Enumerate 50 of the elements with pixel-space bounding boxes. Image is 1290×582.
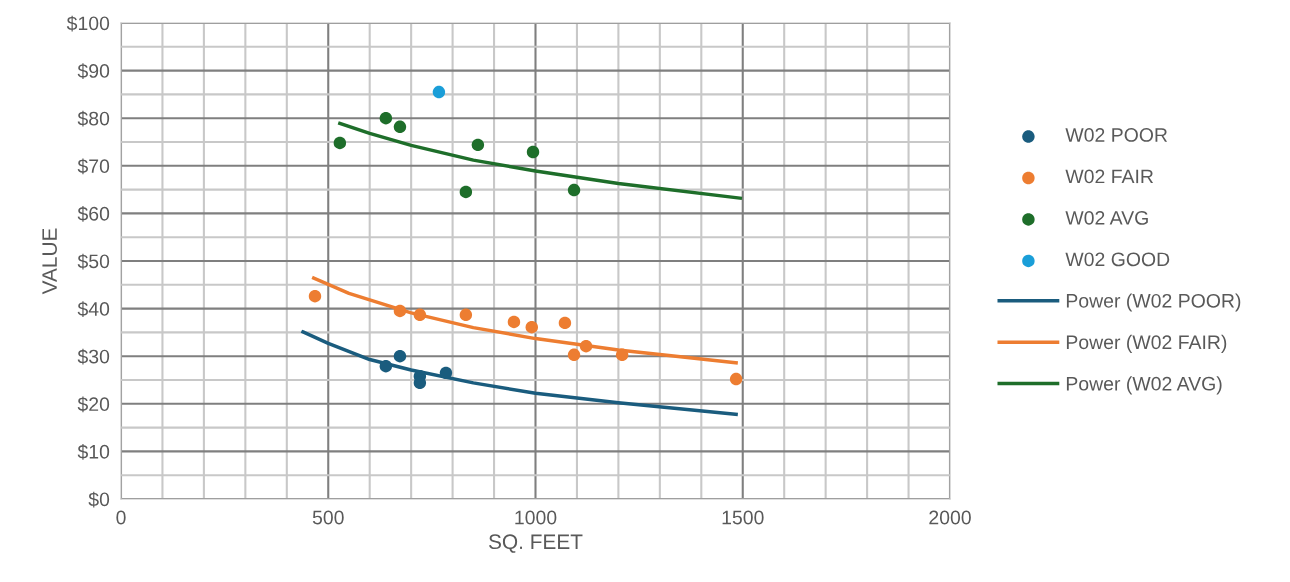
point bbox=[507, 315, 521, 329]
x-tick-label: 2000 bbox=[929, 510, 971, 525]
point bbox=[567, 183, 581, 197]
line-series bbox=[301, 330, 738, 417]
point bbox=[558, 316, 572, 330]
y-axis-title: VALUE bbox=[42, 228, 57, 295]
point bbox=[615, 348, 629, 361]
legend-label: Power (W02 FAIR) bbox=[1066, 334, 1227, 353]
y-tick-label: $90 bbox=[77, 63, 110, 79]
point bbox=[379, 359, 393, 373]
point bbox=[459, 308, 473, 321]
x-tick-label: 1000 bbox=[515, 510, 557, 525]
x-tick-label: 1500 bbox=[722, 510, 764, 525]
legend-label: W02 GOOD bbox=[1065, 252, 1170, 267]
point bbox=[393, 349, 407, 363]
y-tick-label: $30 bbox=[77, 348, 110, 365]
line-series bbox=[312, 276, 738, 365]
y-tick-label: $70 bbox=[77, 158, 110, 175]
legend-label: W02 POOR bbox=[1065, 128, 1168, 142]
legend-label: W02 AVG bbox=[1065, 210, 1148, 225]
point bbox=[729, 372, 743, 386]
x-tick-label: 0 bbox=[116, 510, 126, 525]
x-tick-label: 500 bbox=[312, 510, 344, 525]
point bbox=[579, 339, 593, 353]
x-axis-title: SQ. FEET bbox=[488, 534, 583, 553]
line-series bbox=[338, 121, 742, 200]
point bbox=[459, 185, 473, 199]
point bbox=[413, 308, 427, 321]
y-tick-label: $60 bbox=[77, 206, 110, 222]
legend-label: Power (W02 POOR) bbox=[1066, 293, 1241, 312]
point bbox=[393, 304, 407, 318]
point bbox=[432, 85, 446, 99]
point bbox=[471, 138, 485, 152]
point bbox=[333, 136, 347, 150]
legend-label: W02 FAIR bbox=[1065, 169, 1154, 184]
y-tick-label: $100 bbox=[66, 15, 110, 32]
point bbox=[439, 366, 453, 380]
point bbox=[379, 111, 393, 125]
y-tick-label: $0 bbox=[88, 491, 110, 508]
point bbox=[308, 290, 322, 303]
y-tick-label: $40 bbox=[77, 301, 110, 317]
y-tick-label: $20 bbox=[77, 396, 110, 413]
y-tick-label: $80 bbox=[77, 110, 110, 127]
legend-label: Power (W02 AVG) bbox=[1066, 376, 1222, 395]
point bbox=[525, 320, 538, 334]
point bbox=[393, 120, 407, 133]
y-tick-label: $50 bbox=[77, 253, 110, 270]
point bbox=[567, 348, 581, 361]
y-tick-label: $10 bbox=[77, 444, 110, 460]
point bbox=[526, 145, 540, 159]
